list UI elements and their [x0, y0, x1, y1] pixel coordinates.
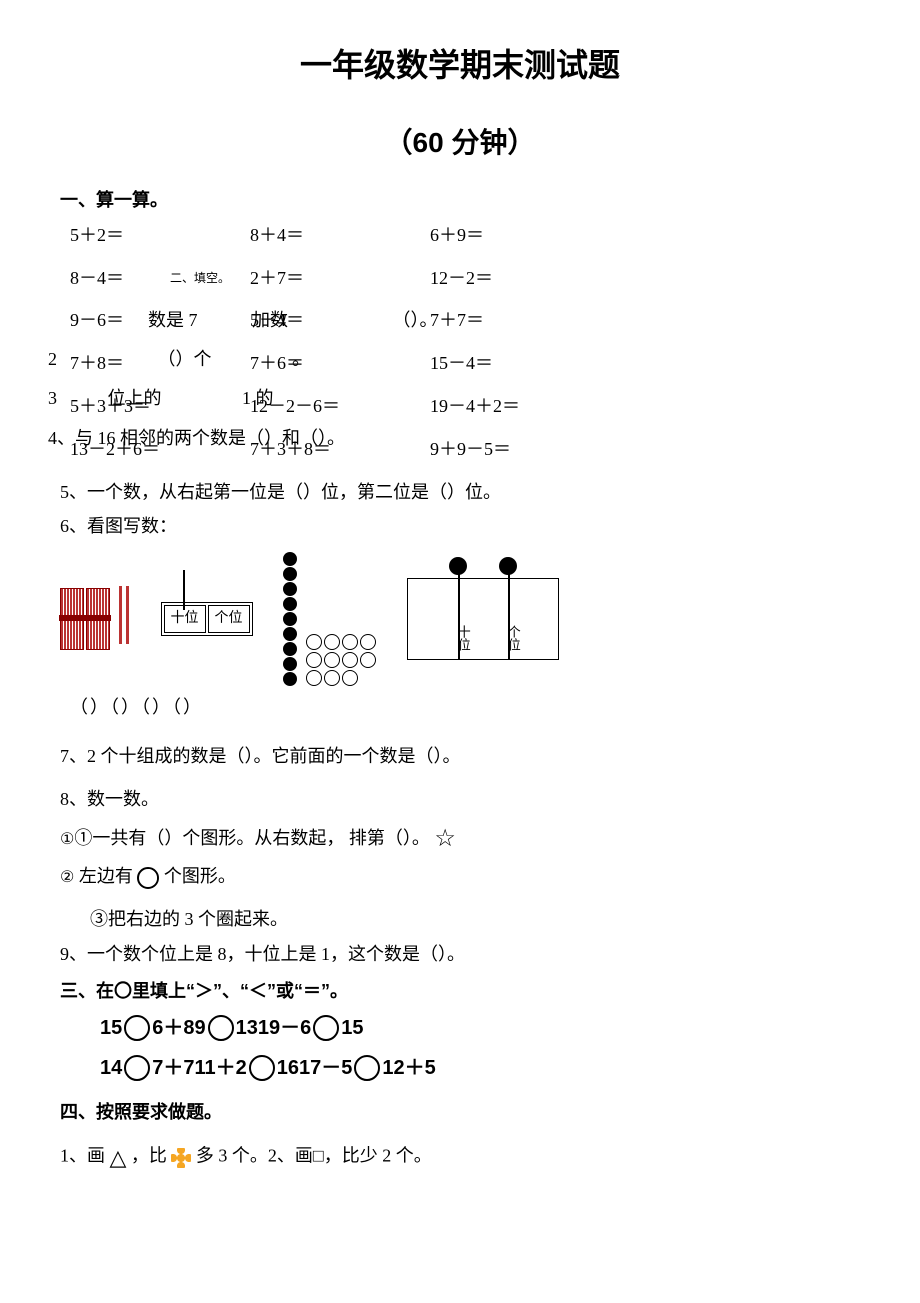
q8-2-text-b: 个图形。 [164, 866, 236, 886]
question-8: 8、数一数。 [60, 785, 860, 814]
overlay-q1c: （）。 [393, 310, 438, 330]
overlay-sec2: 二、填空。 [170, 269, 860, 288]
question-8-3: ③把右边的 3 个圈起来。 [90, 905, 860, 934]
triangle-icon: △ [110, 1140, 127, 1175]
star-icon: ☆ [434, 827, 456, 851]
place-tens: 十位 [164, 605, 206, 633]
cmp-val: 17－5 [299, 1057, 352, 1079]
circle-icon [208, 1015, 234, 1041]
abacus-figure: 十位 个位 [407, 578, 559, 660]
answer-parens: （）（）（）（） [70, 693, 860, 722]
q4-text-a: 1、画 [60, 1146, 105, 1166]
overlay-q1b: 加数 [252, 310, 288, 330]
overlay-q3-num: 3 [48, 388, 57, 408]
num-2-icon: ② [60, 865, 74, 891]
section-1-header: 一、算一算。 [60, 186, 860, 215]
cmp-val: 19－6 [258, 1017, 311, 1039]
question-8-2: ② 左边有 个图形。 [60, 862, 860, 891]
q4-text-comma: ，比 [131, 1146, 167, 1166]
page-title: 一年级数学期末测试题 [60, 40, 860, 91]
abacus-tens: 十位 [452, 625, 473, 651]
cmp-val: 12＋5 [382, 1057, 435, 1079]
question-4-1: 1、画 △ ，比 多 3 个。2、画□，比少 2 个。 [60, 1140, 860, 1175]
cmp-val: 16 [277, 1057, 299, 1079]
q4-text-c: 多 3 个。2、画□，比少 2 个。 [196, 1146, 432, 1166]
overlay-q4-num: 4、与 16 相邻的两个数是（）和（）。 [48, 428, 345, 448]
circle-icon [313, 1015, 339, 1041]
cmp-val: 15 [100, 1017, 122, 1039]
place-ones: 个位 [208, 605, 250, 633]
q8-1-text-a: ①一共有（）个图形。从右数起， [74, 828, 344, 848]
moon-icon [137, 867, 159, 889]
cmp-val: 7＋7 [152, 1057, 194, 1079]
num-1-icon: ① [60, 827, 74, 853]
section-4-header: 四、按照要求做题。 [60, 1098, 860, 1127]
q8-2-text-a: 左边有 [79, 866, 133, 886]
overlay-text: 二、填空。 数是 7 加数 （）。 2 （）个 。 3 位上的 1 的 4、与 … [60, 269, 860, 453]
cmp-val: 9 [195, 1017, 206, 1039]
question-5: 5、一个数，从右起第一位是（）位，第二位是（）位。 [60, 478, 860, 507]
cmp-val: 14 [100, 1057, 122, 1079]
circle-icon [124, 1015, 150, 1041]
question-9: 9、一个数个位上是 8，十位上是 1，这个数是（）。 [60, 940, 860, 969]
circle-icon [124, 1055, 150, 1081]
cmp-val: 6＋8 [152, 1017, 194, 1039]
cell: 8＋4＝ [250, 221, 430, 250]
section-3-header: 三、在〇里填上“＞”、“＜”或“＝”。 [60, 977, 860, 1006]
overlay-q1: 数是 7 [148, 310, 198, 330]
cmp-val: 15 [341, 1017, 363, 1039]
sticks-figure [60, 586, 131, 653]
flower-icon [171, 1148, 191, 1168]
overlay-q2b: 。 [292, 349, 310, 369]
abacus-ones: 个位 [502, 625, 523, 651]
page-subtitle: （60 分钟） [60, 121, 860, 166]
overlay-q2-num: 2 [48, 349, 57, 369]
question-6: 6、看图写数： [60, 512, 860, 541]
cell: 6＋9＝ [430, 221, 610, 250]
beads-figure [283, 551, 378, 687]
compare-row-2: 14 7＋711＋2 1617－5 12＋5 [100, 1052, 860, 1084]
question-8-1: ①①一共有（）个图形。从右数起， 排第（）。 排第（）。 ☆ [60, 824, 860, 853]
place-value-box: 十位 个位 [161, 602, 253, 636]
overlay-q2a: （）个 [158, 349, 212, 369]
circle-icon [249, 1055, 275, 1081]
cell: 5＋2＝ [70, 221, 250, 250]
cmp-val: 13 [236, 1017, 258, 1039]
circle-icon [354, 1055, 380, 1081]
compare-row-1: 15 6＋89 1319－6 15 [100, 1012, 860, 1044]
question-7: 7、2 个十组成的数是（）。它前面的一个数是（）。 [60, 742, 860, 771]
figure-row: 十位 个位 十位 个位 [60, 551, 860, 687]
q8-1-text-b2: 排第（）。 [349, 828, 430, 848]
overlay-q3a: 位上的 [108, 388, 162, 408]
overlay-q3b: 1 的 [242, 388, 274, 408]
cmp-val: 11＋2 [195, 1057, 247, 1079]
